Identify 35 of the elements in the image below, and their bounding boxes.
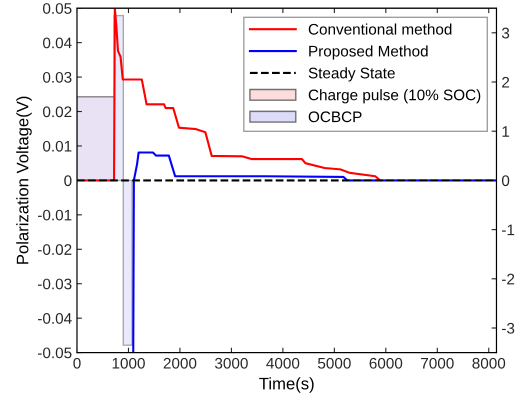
x-tick-label: 2000 [164, 358, 196, 369]
legend-label: OCBCP [308, 111, 362, 122]
y-tick-label: -0.03 [38, 278, 72, 290]
y2-tick-label: 1 [502, 126, 510, 137]
y-tick-label: -0.02 [38, 244, 72, 255]
x-tick-label: 6000 [370, 358, 402, 369]
y-tick-label: 0 [64, 175, 72, 186]
x-tick-label: 0 [73, 358, 81, 369]
y-tick-label: 0.03 [43, 72, 72, 83]
legend-label: Charge pulse (10% SOC) [308, 89, 480, 104]
x-tick-label: 7000 [421, 358, 454, 369]
y2-tick-label: 3 [502, 28, 510, 38]
x-tick-label: 8000 [472, 358, 506, 369]
y2-tick-label: -3 [502, 322, 514, 334]
y-tick-label: -0.01 [38, 210, 72, 221]
y-tick-label: 0.02 [43, 106, 72, 118]
y-tick-label: 0.04 [43, 38, 72, 48]
legend-label: Proposed Method [309, 45, 428, 60]
x-axis-title: Time(s) [259, 377, 314, 393]
y2-tick-label: 0 [502, 175, 510, 186]
y2-tick-label: -2 [502, 274, 514, 284]
legend-label: Conventional method [308, 23, 452, 35]
line-series [132, 151, 496, 353]
y-tick-label: 0.05 [43, 3, 72, 14]
y-tick-label: -0.04 [38, 313, 72, 324]
x-tick-label: 5000 [318, 358, 351, 369]
y2-tick-label: 2 [502, 76, 510, 88]
x-tick-label: 3000 [215, 358, 248, 369]
y2-tick-label: -1 [502, 224, 514, 236]
x-tick-label: 4000 [266, 358, 300, 369]
x-tick-label: 1000 [112, 358, 145, 369]
y-axis-title: Polarization Voltage(V) [16, 96, 32, 264]
y-tick-label: -0.05 [38, 347, 72, 358]
legend-label: Steady State [308, 67, 395, 82]
y-tick-label: 0.01 [43, 140, 72, 152]
